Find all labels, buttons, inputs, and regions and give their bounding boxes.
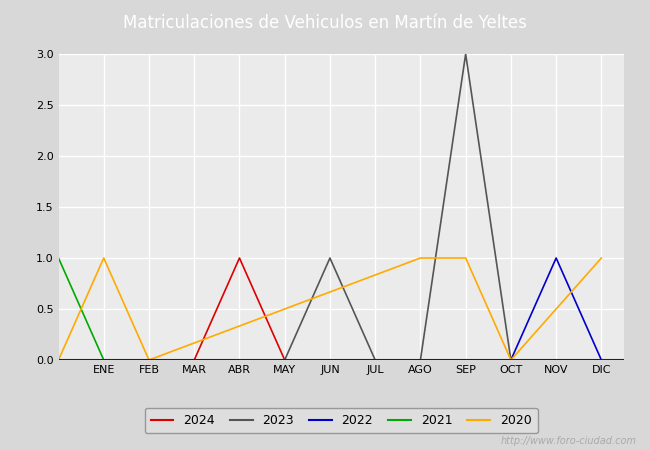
Text: http://www.foro-ciudad.com: http://www.foro-ciudad.com [501, 436, 637, 446]
Legend: 2024, 2023, 2022, 2021, 2020: 2024, 2023, 2022, 2021, 2020 [144, 408, 538, 433]
Text: Matriculaciones de Vehiculos en Martín de Yeltes: Matriculaciones de Vehiculos en Martín d… [123, 14, 527, 32]
